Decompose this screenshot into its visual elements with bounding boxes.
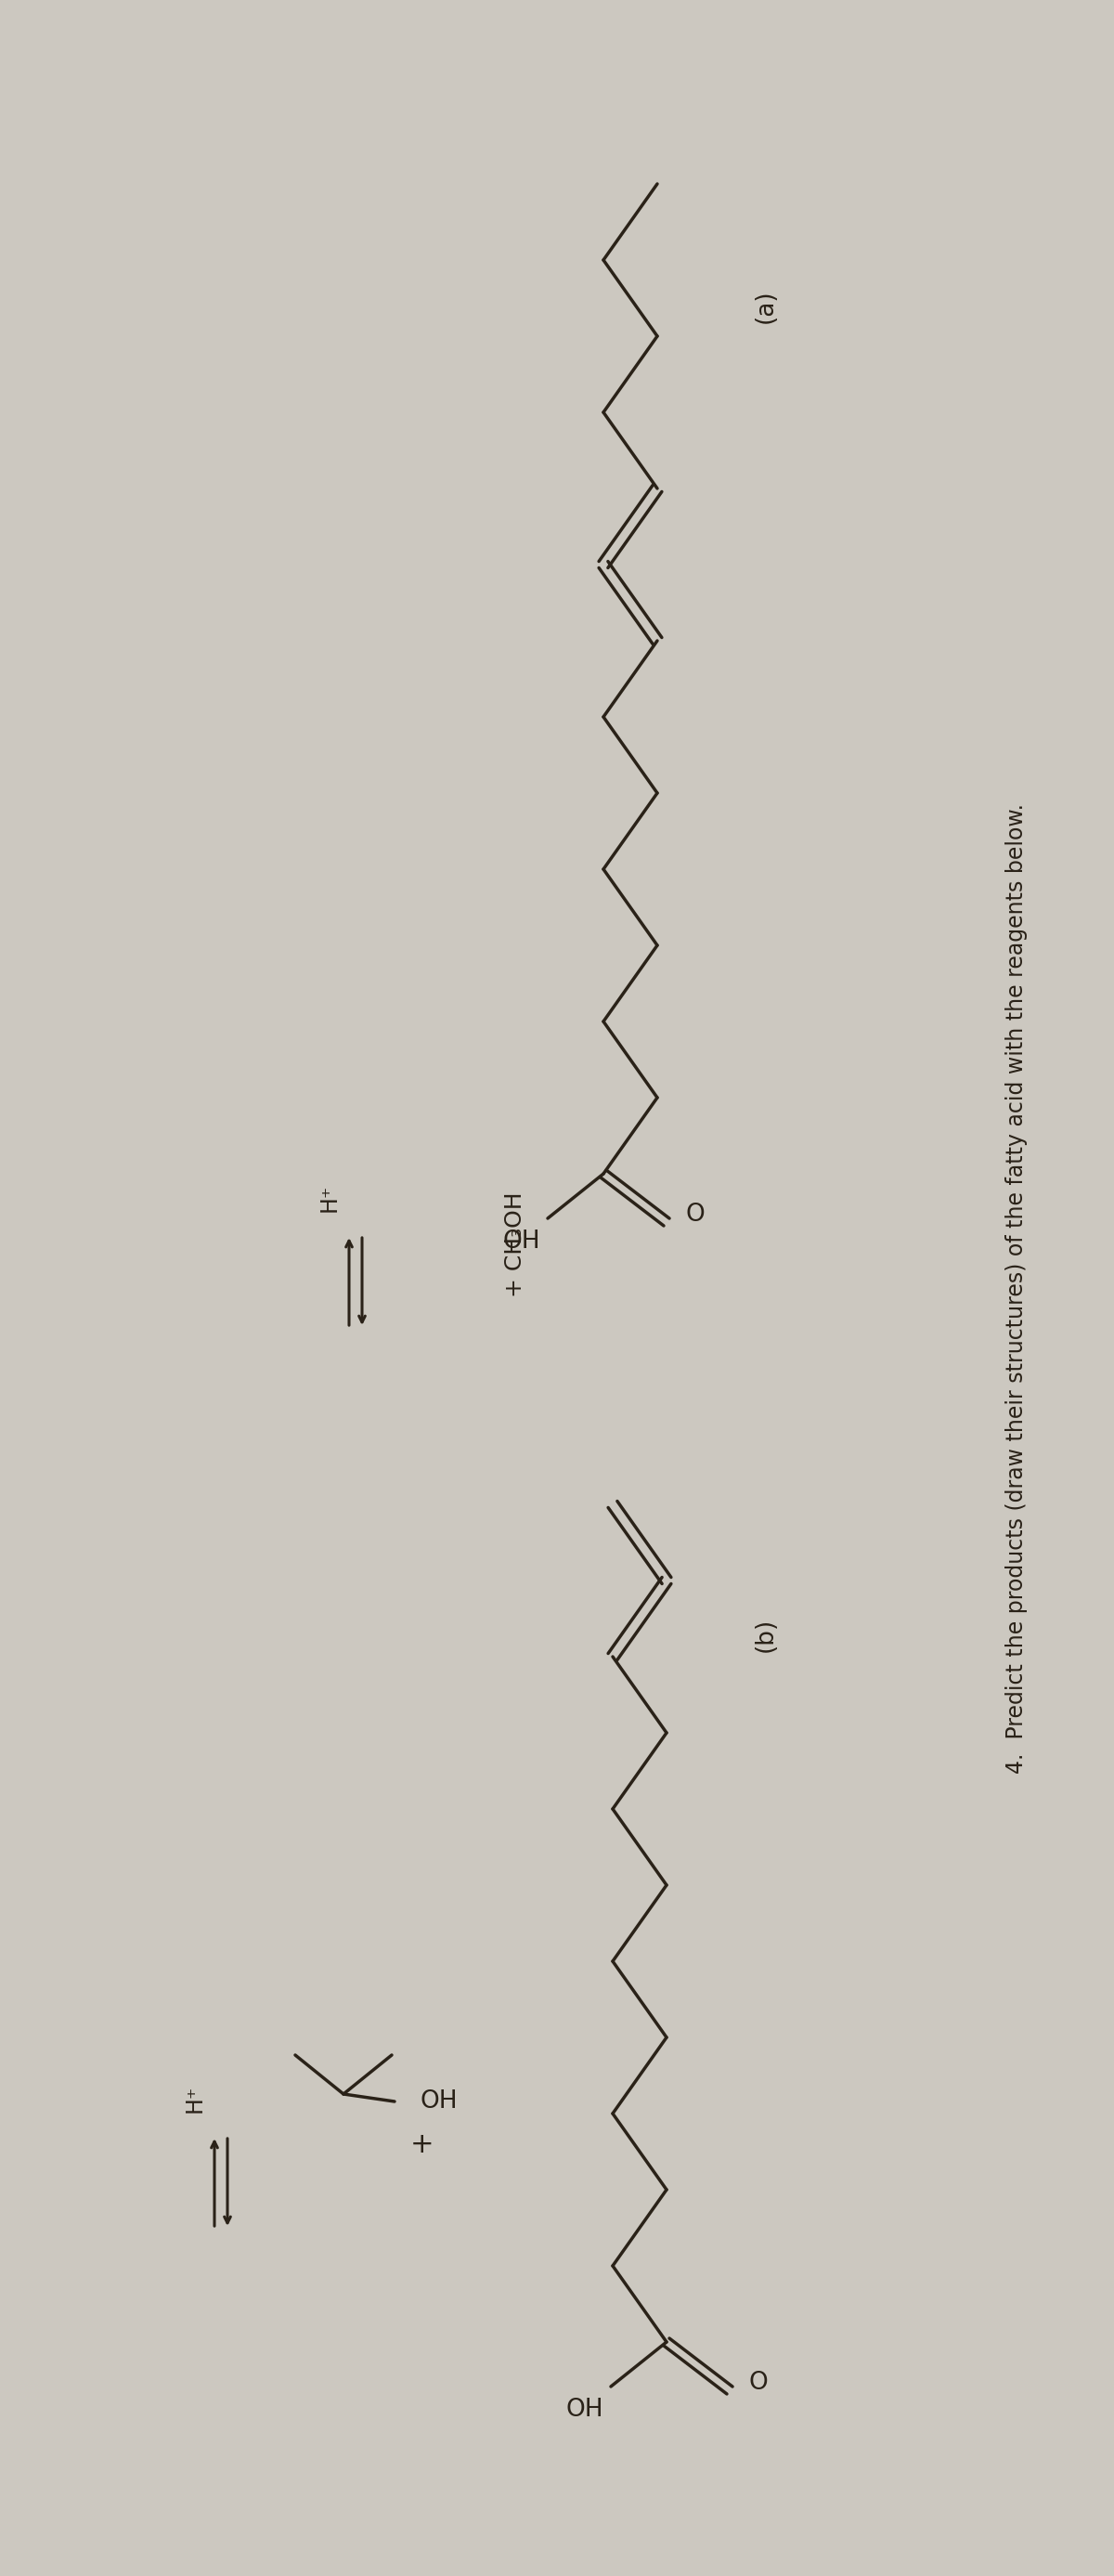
Text: H⁺: H⁺ xyxy=(319,1185,341,1213)
Text: O: O xyxy=(749,2370,768,2396)
Text: (a): (a) xyxy=(754,289,778,325)
Text: OH: OH xyxy=(420,2089,458,2112)
Text: H⁺: H⁺ xyxy=(184,2084,206,2112)
Text: OH: OH xyxy=(502,1229,540,1255)
Text: O: O xyxy=(685,1203,704,1226)
Text: OH: OH xyxy=(566,2398,604,2421)
Text: +: + xyxy=(410,2133,434,2159)
Text: + CH₃OH: + CH₃OH xyxy=(504,1193,527,1298)
Text: 4.  Predict the products (draw their structures) of the fatty acid with the reag: 4. Predict the products (draw their stru… xyxy=(1006,804,1028,1772)
Text: (b): (b) xyxy=(754,1618,778,1651)
